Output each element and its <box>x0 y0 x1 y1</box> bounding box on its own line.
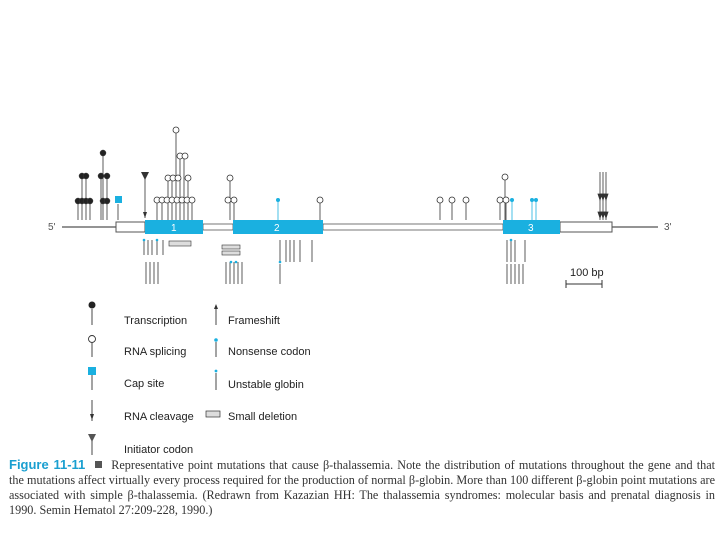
legend-initiator-codon: Initiator codon <box>88 434 193 456</box>
five-prime-utr <box>115 221 146 233</box>
svg-text:RNA splicing: RNA splicing <box>124 346 186 358</box>
cap-site-mutation <box>115 196 122 203</box>
legend-rna-cleavage: RNA cleavage <box>90 400 194 423</box>
caption-text: Representative point mutations that caus… <box>9 458 715 517</box>
small-deletion-box <box>168 240 192 247</box>
beta-globin-mutation-diagram: 5' 3' 1 2 3 <box>48 126 672 456</box>
legend-small-deletion: Small deletion <box>205 410 297 423</box>
svg-text:Unstable globin: Unstable globin <box>228 379 304 391</box>
small-deletion-box <box>221 244 241 250</box>
legend-nonsense-codon: Nonsense codon <box>214 338 311 358</box>
rna-cleavage-mutations <box>597 172 609 220</box>
svg-text:Small deletion: Small deletion <box>228 411 297 423</box>
legend-rna-splicing: RNA splicing <box>88 335 186 358</box>
svg-text:Cap site: Cap site <box>124 378 164 390</box>
exon-2-label: 2 <box>274 223 280 234</box>
intron-1 <box>202 223 234 231</box>
caption-bullet <box>95 461 103 468</box>
scale-bar-label: 100 bp <box>570 267 604 279</box>
exon-1-label: 1 <box>171 223 177 234</box>
legend-cap-site: Cap site <box>88 367 164 390</box>
exon-3-label: 3 <box>528 223 534 234</box>
nonsense-mutations-above <box>275 197 539 220</box>
intron-2 <box>322 223 504 231</box>
svg-text:Transcription: Transcription <box>124 315 187 327</box>
legend-frameshift: Frameshift <box>214 304 280 327</box>
initiator-codon-mutation <box>141 172 149 218</box>
mutations-below-gene <box>143 240 526 284</box>
exon-3 <box>503 220 560 234</box>
three-prime-utr <box>559 221 613 233</box>
three-prime-label: 3' <box>664 222 672 233</box>
splicing-mutations <box>153 126 510 220</box>
five-prime-label: 5' <box>48 222 56 233</box>
nonsense-mutations-below <box>142 238 513 264</box>
legend-unstable-globin: Unstable globin <box>214 369 304 391</box>
transcription-mutations <box>74 149 111 220</box>
svg-text:Frameshift: Frameshift <box>228 315 280 327</box>
exon-1 <box>145 220 203 234</box>
small-deletion-box <box>221 250 241 256</box>
svg-text:Initiator codon: Initiator codon <box>124 444 193 456</box>
figure-label: Figure 11-11 <box>9 457 86 472</box>
legend-transcription: Transcription <box>88 301 187 327</box>
svg-text:RNA cleavage: RNA cleavage <box>124 411 194 423</box>
svg-text:Nonsense codon: Nonsense codon <box>228 346 311 358</box>
exon-2 <box>233 220 323 234</box>
figure-caption: Figure 11-11 Representative point mutatio… <box>9 457 715 518</box>
